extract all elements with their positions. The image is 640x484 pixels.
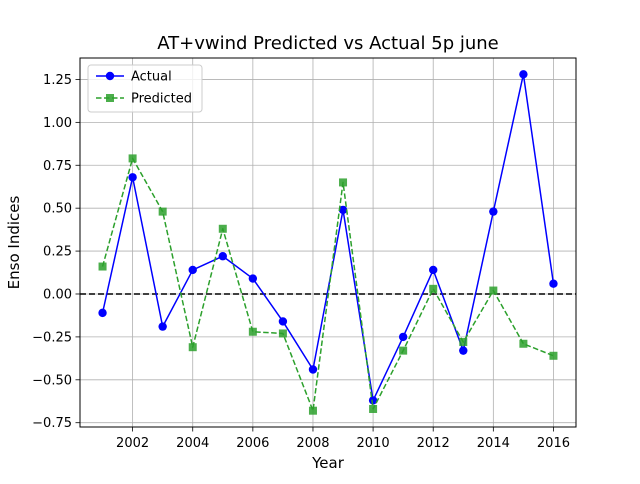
data-point-predicted	[519, 339, 528, 348]
data-point-actual	[218, 252, 227, 261]
data-point-predicted	[308, 406, 317, 415]
data-point-actual	[429, 265, 438, 275]
data-point-predicted	[248, 327, 257, 336]
series-layer	[98, 70, 558, 415]
legend-label-actual: Actual	[131, 70, 172, 85]
y-tick-label: −0.25	[32, 330, 72, 345]
y-tick-label: 0.75	[43, 159, 72, 174]
data-point-actual	[549, 279, 558, 288]
data-point-actual	[459, 346, 468, 355]
data-point-predicted	[459, 338, 468, 347]
legend-label-predicted: Predicted	[131, 92, 192, 107]
data-point-predicted	[549, 351, 558, 360]
tick-layer: 2002 2004 2006 2008 2010 2012 2014 2016 −0.75 −0.…	[32, 73, 570, 451]
data-point-actual	[308, 365, 318, 374]
legend-marker-actual	[105, 71, 115, 81]
data-point-predicted	[339, 178, 348, 187]
series-actual	[98, 70, 558, 405]
y-tick-label: −0.50	[32, 373, 72, 388]
x-axis-title: Year	[311, 454, 345, 472]
data-point-predicted	[218, 224, 227, 233]
data-point-predicted	[158, 207, 167, 216]
y-tick-label: −0.75	[32, 416, 72, 431]
data-point-actual	[368, 396, 378, 405]
series-line-actual	[101, 73, 555, 402]
x-tick-label: 2002	[116, 436, 149, 451]
legend: Actual Predicted	[87, 64, 203, 113]
data-point-actual	[519, 70, 528, 79]
data-point-predicted	[188, 343, 197, 352]
y-tick-label: 0.50	[43, 202, 72, 217]
chart-title: AT+vwind Predicted vs Actual 5p june	[157, 33, 499, 54]
legend-entry-actual: Actual	[96, 70, 172, 85]
data-point-predicted	[429, 284, 438, 293]
plot-area-frame	[79, 57, 577, 428]
data-point-actual	[398, 332, 408, 342]
y-tick-label: 0.25	[43, 245, 72, 260]
data-point-actual	[188, 265, 197, 275]
series-predicted	[98, 154, 558, 415]
grid-layer	[80, 58, 576, 427]
x-tick-label: 2014	[477, 436, 510, 451]
data-point-predicted	[369, 404, 378, 413]
data-point-predicted	[128, 154, 137, 163]
x-tick-label: 2008	[296, 436, 329, 451]
x-tick-label: 2016	[537, 436, 570, 451]
data-point-actual	[489, 207, 498, 216]
x-tick-label: 2004	[176, 436, 209, 451]
data-point-predicted	[278, 329, 287, 338]
data-point-actual	[128, 173, 137, 182]
legend-entry-predicted: Predicted	[96, 92, 192, 107]
data-point-actual	[158, 322, 167, 331]
y-tick-label: 0.00	[43, 287, 72, 302]
legend-marker-predicted	[106, 94, 114, 102]
x-tick-label: 2006	[236, 436, 269, 451]
data-point-actual	[338, 205, 348, 215]
data-point-actual	[98, 308, 107, 318]
series-line-predicted	[101, 157, 554, 412]
data-point-actual	[278, 317, 288, 326]
y-tick-label: 1.25	[43, 73, 72, 88]
data-point-actual	[248, 274, 258, 283]
x-tick-label: 2012	[417, 436, 450, 451]
data-point-predicted	[399, 346, 408, 355]
y-tick-label: 1.00	[43, 116, 72, 131]
y-axis-title: Enso Indices	[5, 195, 23, 289]
data-point-predicted	[489, 286, 498, 295]
x-tick-label: 2010	[357, 436, 390, 451]
data-point-predicted	[98, 262, 107, 271]
